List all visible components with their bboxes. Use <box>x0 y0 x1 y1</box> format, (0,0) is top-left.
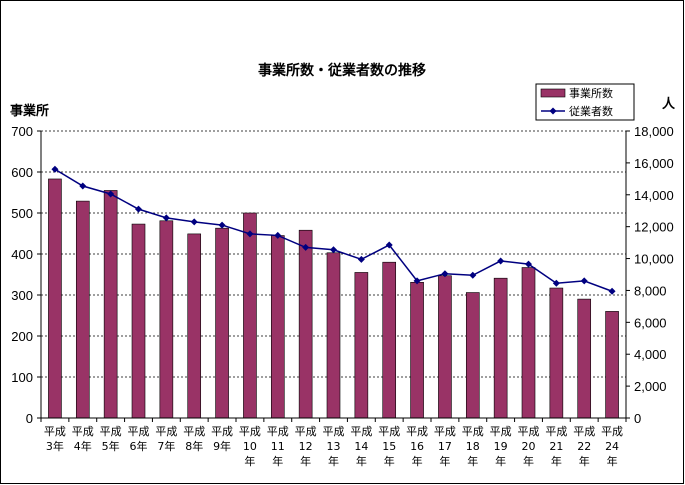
data-point <box>79 182 87 190</box>
category-label: 平成 4年 <box>72 425 94 453</box>
category-label: 平成 11 年 <box>267 425 289 468</box>
bar <box>410 281 424 419</box>
bar <box>75 200 90 419</box>
right-tick-label: 0 <box>634 411 641 426</box>
data-point <box>135 205 142 213</box>
right-tick-label: 6,000 <box>634 315 667 330</box>
left-tick-label: 600 <box>11 165 33 180</box>
bar <box>215 227 229 419</box>
category-label: 平成 13 年 <box>323 425 345 468</box>
category-label: 平成 3年 <box>44 425 66 453</box>
left-tick-label: 0 <box>26 411 33 426</box>
bar <box>103 190 118 419</box>
left-tick-label: 300 <box>11 288 33 303</box>
category-label: 平成 20 年 <box>518 425 540 468</box>
data-point <box>608 287 616 295</box>
left-tick-label: 700 <box>11 124 33 139</box>
right-tick-label: 14,000 <box>634 188 674 203</box>
left-tick-label: 200 <box>11 329 33 344</box>
category-label: 平成 17 年 <box>434 425 456 468</box>
left-tick-label: 500 <box>11 206 33 221</box>
line-series <box>51 165 616 295</box>
bar <box>298 229 313 419</box>
category-label: 平成 19 年 <box>490 425 512 468</box>
right-tick-labels: 0 2,000 4,000 6,000 8,000 10,000 12,000 14,000 1… <box>634 124 674 426</box>
bar <box>326 252 341 419</box>
bar <box>549 287 564 419</box>
data-point <box>218 221 226 229</box>
data-point <box>413 277 421 285</box>
data-point <box>107 190 115 198</box>
right-axis-unit: 人 <box>662 96 676 112</box>
left-tick-label: 100 <box>11 370 33 385</box>
data-point <box>162 214 170 222</box>
right-tick-label: 12,000 <box>634 220 674 235</box>
category-label: 平成 16 年 <box>406 425 428 468</box>
category-label: 平成 14 年 <box>350 425 372 468</box>
category-label: 平成 10 年 <box>239 425 261 468</box>
category-label: 平成 22 年 <box>573 425 595 468</box>
bar <box>131 223 146 419</box>
right-tick-label: 8,000 <box>634 283 667 298</box>
legend: 事業所数 従業者数 <box>535 83 635 121</box>
bar <box>159 220 174 419</box>
data-point <box>385 241 393 249</box>
bar <box>465 292 480 419</box>
bar <box>187 233 202 419</box>
chart-title: 事業所数・従業者数の推移 <box>258 62 426 79</box>
data-point <box>552 279 560 287</box>
data-point <box>246 230 254 238</box>
bar <box>438 275 452 419</box>
right-tick-label: 10,000 <box>634 252 674 267</box>
data-point <box>441 270 449 278</box>
bar <box>270 235 285 419</box>
bar <box>521 267 536 419</box>
bar <box>493 277 508 419</box>
left-tick-label: 400 <box>11 247 33 262</box>
data-point <box>330 246 337 254</box>
right-tick-label: 4,000 <box>634 347 667 362</box>
legend-marker-swatch <box>549 107 557 115</box>
data-point <box>525 260 532 268</box>
category-label: 平成 9年 <box>211 425 233 453</box>
bar <box>48 178 62 419</box>
right-tick-label: 2,000 <box>634 379 667 394</box>
data-point <box>190 218 198 226</box>
bar <box>605 311 619 419</box>
category-label: 平成 15 年 <box>378 425 400 468</box>
data-point <box>51 165 59 173</box>
data-point <box>302 243 310 251</box>
category-label: 平成 24 年 <box>601 425 623 468</box>
bar <box>354 272 369 419</box>
bar <box>243 212 257 419</box>
category-label: 平成 8年 <box>183 425 205 453</box>
category-label: 平成 6年 <box>128 425 150 453</box>
data-point <box>497 257 505 265</box>
category-label: 平成 7年 <box>155 425 177 453</box>
left-tick-labels: 0 100 200 300 400 500 600 700 <box>11 124 33 426</box>
bar <box>382 261 397 419</box>
legend-bar-swatch <box>540 88 566 98</box>
data-point <box>357 255 365 263</box>
data-point <box>274 231 282 239</box>
right-tick-label: 18,000 <box>634 124 674 139</box>
legend-label-establishments: 事業所数 <box>569 87 613 100</box>
category-label: 平成 18 年 <box>462 425 484 468</box>
data-point <box>580 277 588 285</box>
bar <box>577 298 592 419</box>
bar-series <box>48 178 619 419</box>
data-point <box>469 271 477 279</box>
category-label: 平成 21 年 <box>545 425 567 468</box>
left-axis-unit: 事業所 <box>10 103 49 119</box>
category-label: 平成 5年 <box>100 425 122 453</box>
axes <box>37 130 630 422</box>
legend-label-employees: 従業者数 <box>569 105 613 118</box>
category-label: 平成 12 年 <box>295 425 317 468</box>
right-tick-label: 16,000 <box>634 156 674 171</box>
